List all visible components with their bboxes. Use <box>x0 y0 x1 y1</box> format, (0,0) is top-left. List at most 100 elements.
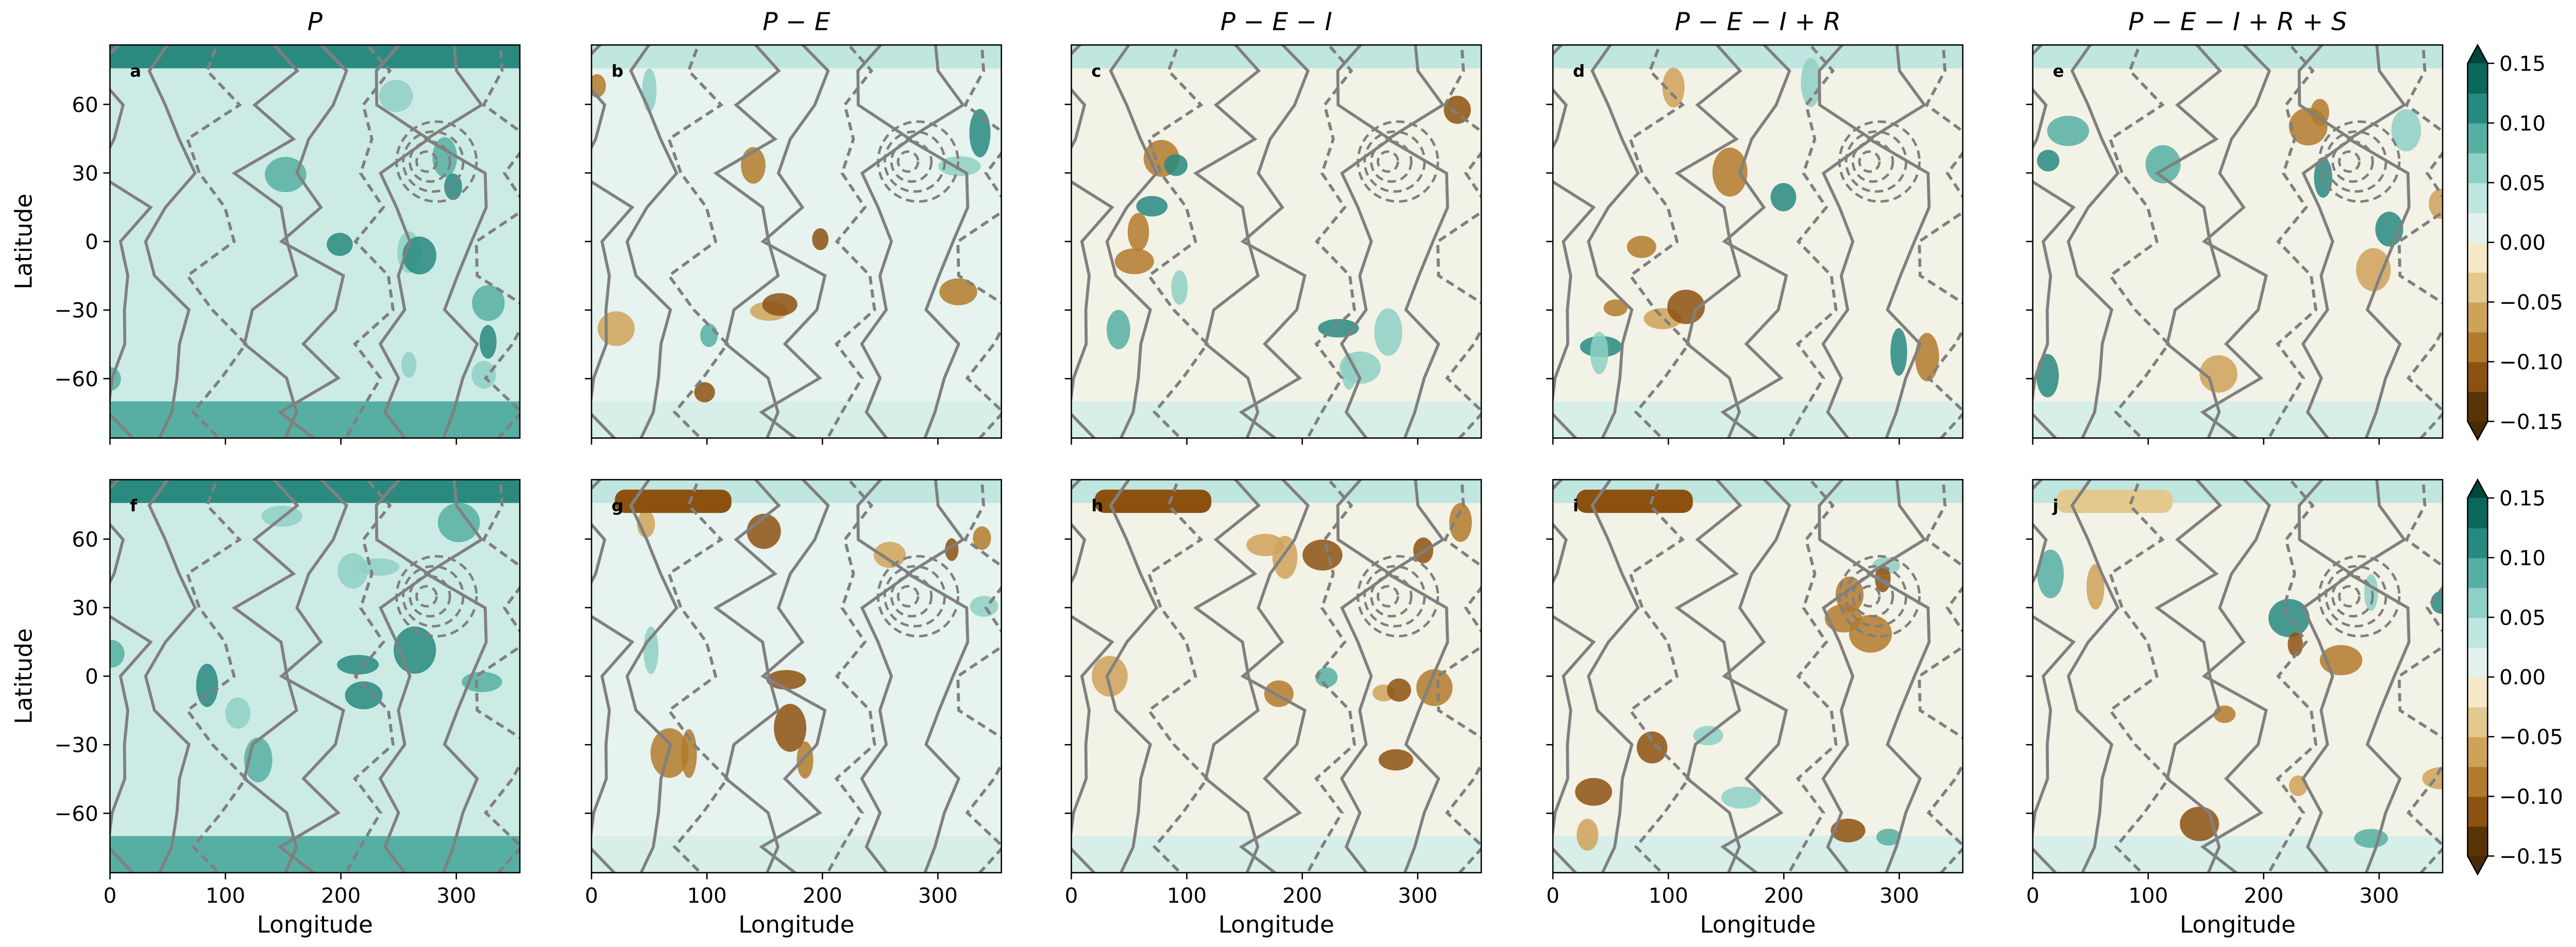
colorbar-segment <box>2468 183 2488 213</box>
page: {"chart_data":[ {"type":"contour","title… <box>0 0 2576 947</box>
panel-title: P − E <box>762 7 831 36</box>
field-band <box>1071 45 1481 68</box>
field-blob <box>1577 819 1598 851</box>
x-tick-label: 0 <box>585 883 598 908</box>
field-blob <box>1637 731 1668 763</box>
field-background <box>1553 479 1963 872</box>
colorbar-tick-label: −0.15 <box>2499 409 2563 434</box>
field-band <box>591 45 1002 68</box>
colorbar-segment <box>2468 617 2488 648</box>
colorbar-segment <box>2468 677 2488 708</box>
field-blob <box>1171 270 1188 305</box>
panel <box>575 37 1012 446</box>
panel-title: P <box>308 7 323 36</box>
colorbar-tick-label: 0.05 <box>2499 605 2546 630</box>
x-tick-label: 100 <box>1649 883 1688 908</box>
field-blob <box>1115 248 1154 274</box>
field-blob <box>2268 599 2310 637</box>
colorbar-segment <box>2468 588 2488 618</box>
field-blob <box>1302 540 1342 571</box>
colorbar-tick-label: 0.00 <box>2499 665 2546 690</box>
x-axis-label: Longitude <box>1700 911 1816 938</box>
field-blob <box>471 361 496 389</box>
y-tick-label: 0 <box>85 664 98 689</box>
x-tick-label: 100 <box>206 883 245 908</box>
field-background <box>110 45 520 438</box>
panel-label: i <box>1573 496 1579 515</box>
x-tick-label: 100 <box>2128 883 2168 908</box>
colorbar-segment <box>2468 796 2488 827</box>
panel <box>93 37 531 446</box>
x-tick-label: 300 <box>1398 883 1437 908</box>
colorbar-tick-label: −0.10 <box>2499 350 2563 374</box>
x-tick-label: 0 <box>1546 883 1560 908</box>
y-tick-label: 0 <box>85 230 98 254</box>
colorbar-segment <box>2468 153 2488 183</box>
panel-label: e <box>2053 61 2064 81</box>
field-band <box>110 45 520 68</box>
figure: aP−60−3003060LatitudebP − EcP − E − IdP … <box>0 0 2576 947</box>
field-blob <box>225 697 250 729</box>
x-tick-label: 200 <box>1764 883 1804 908</box>
colorbar-segment <box>2468 213 2488 243</box>
x-tick-label: 300 <box>918 883 958 908</box>
field-blob <box>327 233 352 256</box>
colorbar-segment <box>2468 302 2488 333</box>
field-blob <box>1379 749 1413 770</box>
x-tick-label: 0 <box>2026 883 2040 908</box>
colorbar-segment <box>2468 243 2488 273</box>
panel-label: f <box>130 496 138 515</box>
x-axis-label: Longitude <box>738 911 854 938</box>
field-blob <box>1136 196 1167 216</box>
colorbar-segment <box>2468 93 2488 124</box>
field-blob <box>2036 354 2059 397</box>
panel-label: h <box>1091 496 1103 515</box>
colorbar-segment <box>2468 558 2488 588</box>
y-tick-label: −30 <box>55 298 98 323</box>
x-tick-label: 300 <box>2359 883 2399 908</box>
colorbar-segment <box>2468 498 2488 528</box>
field-blob <box>1627 236 1656 258</box>
field-blob <box>1374 308 1402 356</box>
x-tick-label: 200 <box>1282 883 1322 908</box>
panel-label: d <box>1573 61 1585 81</box>
colorbar-segment <box>2468 332 2488 362</box>
field-blob <box>2213 705 2235 723</box>
field-blob <box>970 109 991 157</box>
field-blob <box>196 664 218 707</box>
field-blob <box>2429 188 2453 219</box>
field-background <box>2033 479 2443 872</box>
panel-label: g <box>612 496 623 515</box>
y-tick-label: 30 <box>72 596 98 621</box>
colorbar-tick-label: 0.00 <box>2499 230 2546 255</box>
panel-label: j <box>2052 496 2058 515</box>
field-blob <box>642 68 656 112</box>
field-band <box>110 479 520 503</box>
field-blob <box>700 323 718 347</box>
y-axis-label: Latitude <box>10 194 37 289</box>
field-blob <box>1890 328 1907 376</box>
field-blob <box>402 236 436 274</box>
field-blob <box>1128 213 1149 251</box>
x-tick-label: 200 <box>321 883 361 908</box>
field-blob <box>2047 116 2089 146</box>
field-blob <box>762 293 798 316</box>
field-blob <box>2037 150 2060 171</box>
colorbar-segment <box>2468 767 2488 797</box>
field-band <box>2033 45 2443 68</box>
colorbar-label: (mm d⁻¹) <box>2571 611 2576 741</box>
x-axis-label: Longitude <box>2180 911 2296 938</box>
panel <box>1055 37 1492 446</box>
colorbar-tick-label: 0.10 <box>2499 111 2546 135</box>
colorbar-segment <box>2468 737 2488 767</box>
x-tick-label: 300 <box>1879 883 1919 908</box>
colorbar-tick-label: 0.15 <box>2499 486 2546 511</box>
panel <box>2016 471 2460 881</box>
x-tick-label: 200 <box>803 883 842 908</box>
field-blob <box>1590 332 1608 374</box>
colorbar-tick-label: 0.10 <box>2499 545 2546 570</box>
x-axis-label: Longitude <box>1218 911 1334 938</box>
colorbar-segment <box>2468 647 2488 678</box>
colorbar-segment <box>2468 123 2488 153</box>
colorbar-extend <box>2468 421 2488 440</box>
